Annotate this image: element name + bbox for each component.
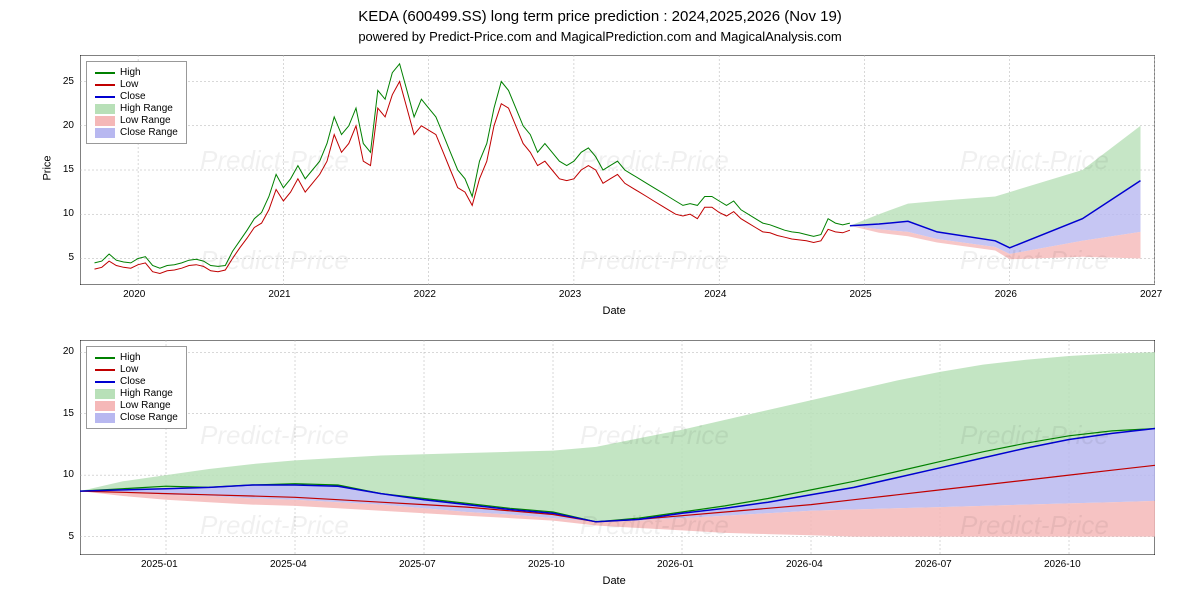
legend-item: High	[95, 67, 178, 78]
y-tick-label: 15	[63, 164, 74, 175]
legend-label: Low Range	[120, 400, 171, 411]
x-tick-label: 2025-01	[141, 559, 178, 570]
x-tick-label: 2025-10	[528, 559, 565, 570]
y-tick-label: 10	[63, 469, 74, 480]
y-tick-label: 15	[63, 408, 74, 419]
legend-item: Low Range	[95, 400, 178, 411]
x-tick-label: 2024	[704, 289, 726, 300]
legend-label: Low	[120, 79, 138, 90]
y-tick-label: 25	[63, 76, 74, 87]
x-tick-label: 2026-04	[786, 559, 823, 570]
legend-label: High Range	[120, 103, 173, 114]
x-axis-label: Date	[603, 305, 626, 317]
y-tick-label: 10	[63, 208, 74, 219]
x-tick-label: 2020	[123, 289, 145, 300]
top-chart: Predict-PricePredict-PricePredict-PriceP…	[80, 55, 1155, 285]
y-tick-label: 20	[63, 346, 74, 357]
legend-item: Low	[95, 79, 178, 90]
x-tick-label: 2026-10	[1044, 559, 1081, 570]
chart-legend: HighLowCloseHigh RangeLow RangeClose Ran…	[86, 346, 187, 429]
legend-label: Close	[120, 91, 146, 102]
y-tick-label: 20	[63, 120, 74, 131]
chart-subtitle: powered by Predict-Price.com and Magical…	[0, 25, 1200, 44]
x-tick-label: 2023	[559, 289, 581, 300]
x-tick-label: 2026-01	[657, 559, 694, 570]
x-tick-label: 2026-07	[915, 559, 952, 570]
legend-item: Close	[95, 376, 178, 387]
legend-item: Close Range	[95, 412, 178, 423]
chart-container: KEDA (600499.SS) long term price predict…	[0, 0, 1200, 600]
x-tick-label: 2025-04	[270, 559, 307, 570]
legend-label: Close Range	[120, 412, 178, 423]
legend-item: High Range	[95, 103, 178, 114]
legend-item: High	[95, 352, 178, 363]
y-tick-label: 5	[68, 252, 74, 263]
x-axis-label: Date	[603, 575, 626, 587]
legend-item: Low Range	[95, 115, 178, 126]
legend-label: High	[120, 67, 141, 78]
legend-label: Close	[120, 376, 146, 387]
chart-title: KEDA (600499.SS) long term price predict…	[0, 0, 1200, 25]
legend-label: Low Range	[120, 115, 171, 126]
y-axis-label: Price	[42, 155, 54, 180]
y-tick-label: 5	[68, 531, 74, 542]
legend-item: Close	[95, 91, 178, 102]
legend-item: Close Range	[95, 127, 178, 138]
legend-item: Low	[95, 364, 178, 375]
x-tick-label: 2026	[995, 289, 1017, 300]
bottom-chart: Predict-PricePredict-PricePredict-PriceP…	[80, 340, 1155, 555]
x-tick-label: 2027	[1140, 289, 1162, 300]
x-tick-label: 2025-07	[399, 559, 436, 570]
x-tick-label: 2021	[268, 289, 290, 300]
x-tick-label: 2025	[849, 289, 871, 300]
legend-label: High	[120, 352, 141, 363]
legend-item: High Range	[95, 388, 178, 399]
legend-label: Close Range	[120, 127, 178, 138]
legend-label: Low	[120, 364, 138, 375]
legend-label: High Range	[120, 388, 173, 399]
x-tick-label: 2022	[414, 289, 436, 300]
chart-legend: HighLowCloseHigh RangeLow RangeClose Ran…	[86, 61, 187, 144]
